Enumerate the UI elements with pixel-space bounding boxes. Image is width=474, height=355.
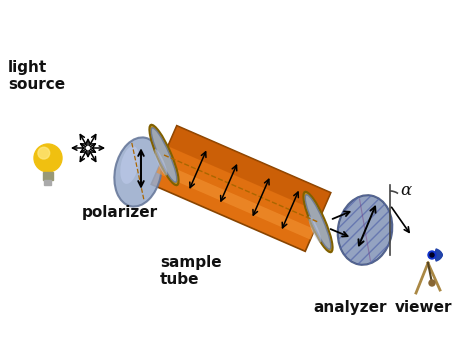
- Ellipse shape: [337, 195, 392, 265]
- Circle shape: [429, 280, 435, 286]
- Ellipse shape: [120, 146, 139, 184]
- Ellipse shape: [303, 192, 333, 252]
- Text: sample
tube: sample tube: [160, 255, 222, 288]
- Ellipse shape: [151, 128, 177, 182]
- Text: polarizer: polarizer: [82, 205, 158, 220]
- Text: light
source: light source: [8, 60, 65, 92]
- Polygon shape: [436, 249, 442, 261]
- Circle shape: [428, 251, 436, 259]
- Text: analyzer: analyzer: [313, 300, 386, 315]
- Ellipse shape: [114, 137, 162, 207]
- Circle shape: [34, 144, 62, 172]
- Polygon shape: [151, 126, 331, 251]
- Polygon shape: [156, 162, 315, 240]
- Ellipse shape: [155, 149, 167, 176]
- Bar: [43, 172, 53, 180]
- Polygon shape: [168, 126, 331, 213]
- Ellipse shape: [309, 216, 321, 242]
- Circle shape: [38, 147, 50, 159]
- Ellipse shape: [149, 125, 179, 185]
- Text: α: α: [400, 182, 411, 199]
- Ellipse shape: [305, 195, 331, 249]
- Circle shape: [430, 253, 434, 257]
- Text: viewer: viewer: [395, 300, 453, 315]
- Bar: [45, 180, 52, 185]
